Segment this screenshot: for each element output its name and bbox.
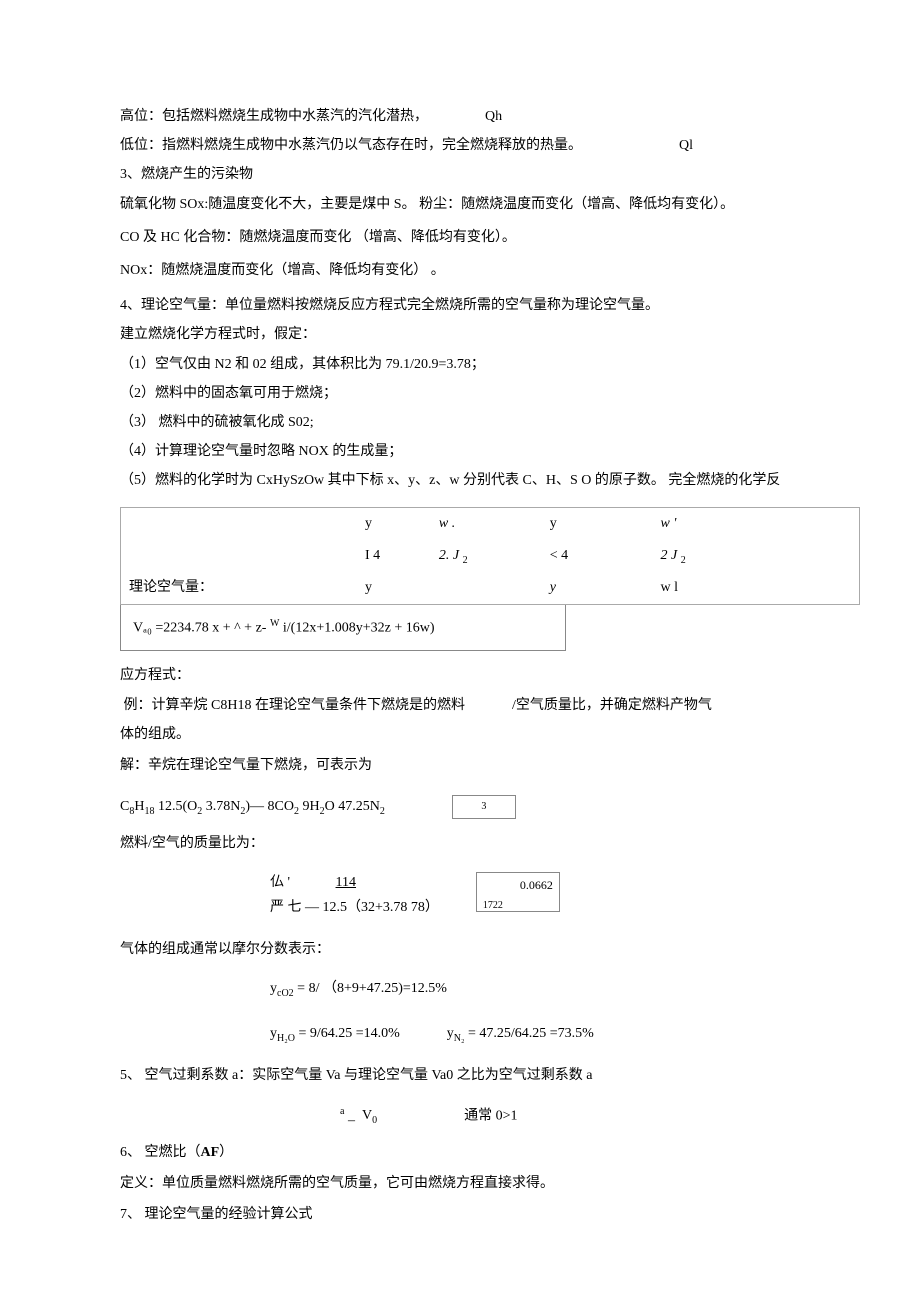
va-formula-tail: i/(12x+1.008y+32z + 16w) (279, 620, 434, 635)
sec4-i5: （5）燃料的化学时为 CxHySzOw 其中下标 x、y、z、w 分别代表 C、… (120, 468, 860, 493)
sec4-i2: （2）燃料中的固态氧可用于燃烧； (120, 381, 860, 406)
ex1: 例：计算辛烷 C8H18 在理论空气量条件下燃烧是的燃料 (124, 698, 465, 713)
ft-r2c3-sub: 2 (463, 554, 468, 565)
frac-val: 0.0662 (483, 875, 553, 897)
mass-line: 燃料/空气的质量比为： (120, 831, 860, 856)
frac-bot: 严 七 — 12.5（32+3.78 78） (270, 895, 439, 920)
sec3-l1a: 硫氧化物 SOx:随温度变化不大，主要是煤中 S。 粉尘：随燃烧温度而变化（增高… (120, 197, 734, 212)
yn2: yN₂ = 47.25/64.25 =73.5% (447, 1026, 594, 1041)
sol1: 解：辛烷在理论空气量下燃烧，可表示为 (120, 753, 860, 778)
sec3-l1: 硫氧化物 SOx:随温度变化不大，主要是煤中 S。 粉尘：随燃烧温度而变化（增高… (120, 192, 860, 217)
yh2o: yH₂O = 9/64.25 =14.0% (270, 1026, 400, 1041)
ex1b: /空气质量比，并确定燃料产物气 (512, 698, 712, 713)
ft-r2c4: < 4 (550, 548, 568, 563)
ex2-line: 体的组成。 (120, 722, 860, 747)
text-high: 高位：包括燃料燃烧生成物中水蒸汽的汽化潜热， (120, 109, 428, 124)
sec6-def: 定义：单位质量燃料燃烧所需的空气质量，它可由燃烧方程直接求得。 (120, 1171, 860, 1196)
ft-r1c3: w . (439, 516, 455, 531)
sec5-right: 通常 0>1 (464, 1108, 517, 1123)
sec6-a: 6、 空燃比（ (120, 1145, 201, 1160)
ft-r2c3: 2. J (439, 548, 459, 563)
yco2: ycO2 = 8/ （8+9+47.25)=12.5% (270, 976, 860, 1003)
line-high: 高位：包括燃料燃烧生成物中水蒸汽的汽化潜热， Qh (120, 104, 860, 129)
ft-r3c4: y (550, 580, 556, 595)
va-formula-w: W (270, 618, 279, 629)
ft-r3c5: w l (653, 572, 860, 604)
ft-r1c4: y (542, 508, 653, 540)
qh: Qh (485, 109, 502, 124)
sec4-assume: 建立燃烧化学方程式时，假定： (120, 322, 860, 347)
va-formula-a: Vₐ₀ =2234.78 x + ^ + z- (133, 620, 270, 635)
sec5-title: 5、 空气过剩系数 a：实际空气量 Va 与理论空气量 Va0 之比为空气过剩系… (120, 1063, 860, 1088)
formula-table: y w . y w ' I 4 2. J 2 < 4 2 J 2 理论空气量： … (120, 507, 860, 604)
va-formula-box: Vₐ₀ =2234.78 x + ^ + z- W i/(12x+1.008y+… (120, 605, 566, 652)
fraction-row: 仏 ' 114 严 七 — 12.5（32+3.78 78） 0.0662 17… (270, 870, 860, 920)
ft-r2c5: 2 J (661, 548, 678, 563)
sec4-title: 4、理论空气量：单位量燃料按燃烧反应方程式完全燃烧所需的空气量称为理论空气量。 (120, 293, 860, 318)
sec6-af: AF (201, 1145, 220, 1160)
sec5-eq: a _ V0 通常 0>1 (340, 1103, 860, 1130)
sec3-l3: NOx：随燃烧温度而变化（增高、降低均有变化） 。 (120, 258, 860, 283)
sec3-title: 3、燃烧产生的污染物 (120, 162, 860, 187)
ft-r1c5: w ' (661, 516, 677, 531)
ft-r2c2: I 4 (365, 548, 380, 563)
sec5-a: a (340, 1106, 344, 1117)
sec5-v: V0 (362, 1108, 377, 1123)
apply-line: 应方程式： (120, 663, 860, 688)
box3: 3 (459, 798, 509, 816)
frac-top-label: 仏 ' (270, 875, 290, 890)
frac-top: 仏 ' 114 (270, 870, 439, 895)
ex1-line: 例：计算辛烷 C8H18 在理论空气量条件下燃烧是的燃料 /空气质量比，并确定燃… (120, 693, 860, 718)
box3b: (m /kg.. (459, 816, 509, 819)
ft-r1c2: y (357, 508, 431, 540)
frac-result-box: 0.0662 1722 (476, 872, 560, 912)
yh2o-yn2: yH₂O = 9/64.25 =14.0% yN₂ = 47.25/64.25 … (270, 1021, 860, 1048)
sec4-i1: （1）空气仅由 N2 和 02 组成，其体积比为 79.1/20.9=3.78； (120, 352, 860, 377)
text-low: 低位：指燃料燃烧生成物中水蒸汽仍以气态存在时，完全燃烧释放的热量。 (120, 138, 582, 153)
ft-r3c1: 理论空气量： (121, 572, 357, 604)
ft-r3c2: y (357, 572, 431, 604)
chem-eq-row: C8H18 12.5(O2 3.78N2)— 8CO2 9H2O 47.25N2… (120, 794, 860, 821)
frac-den-hidden: 1722 (483, 897, 553, 912)
sec6-title: 6、 空燃比（AF） (120, 1140, 860, 1165)
gas-line: 气体的组成通常以摩尔分数表示： (120, 937, 860, 962)
sec3-l2: CO 及 HC 化合物：随燃烧温度而变化 （增高、降低均有变化）。 (120, 225, 860, 250)
ql: Ql (679, 138, 693, 153)
chem-eq: C8H18 12.5(O2 3.78N2)— 8CO2 9H2O 47.25N2 (120, 799, 385, 814)
sec7-title: 7、 理论空气量的经验计算公式 (120, 1202, 860, 1227)
sec4-i4: （4）计算理论空气量时忽略 NOX 的生成量； (120, 439, 860, 464)
sec5-under: _ (348, 1108, 355, 1123)
sec6-b: ） (219, 1145, 233, 1160)
line-low: 低位：指燃料燃烧生成物中水蒸汽仍以气态存在时，完全燃烧释放的热量。 Ql (120, 133, 860, 158)
small-box: 3 (m /kg.. (452, 795, 516, 819)
sec4-i3: （3） 燃料中的硫被氧化成 S02; (120, 410, 860, 435)
ft-r2c5-sub: 2 (681, 554, 686, 565)
frac-top-num: 114 (308, 875, 384, 890)
